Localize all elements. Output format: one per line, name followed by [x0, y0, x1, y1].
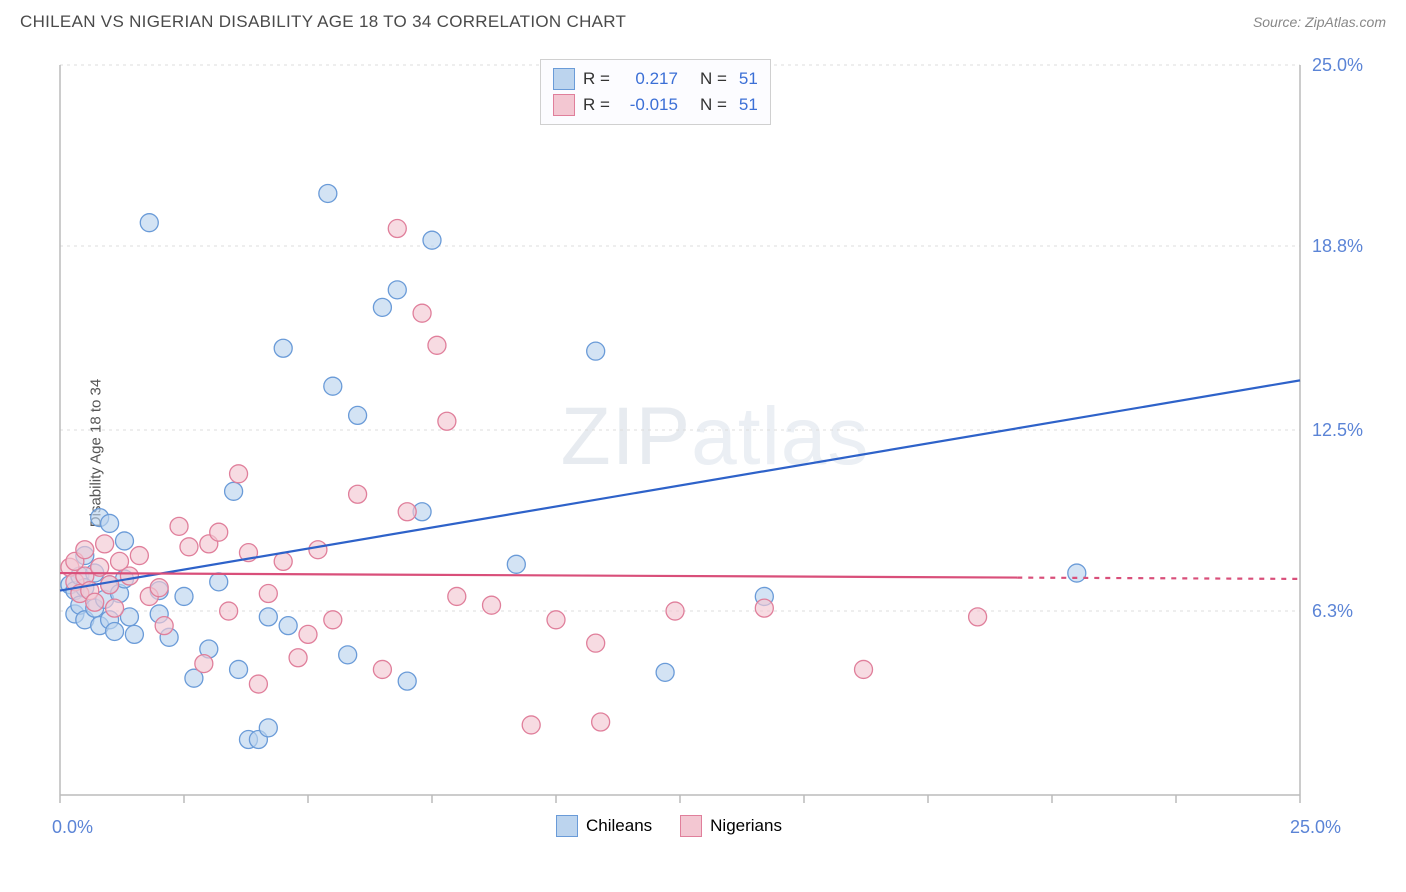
r-value: 0.217: [618, 69, 678, 89]
source-attribution: Source: ZipAtlas.com: [1253, 14, 1386, 30]
stats-legend-row: R = 0.217 N = 51: [553, 66, 758, 92]
legend-item: Chileans: [556, 815, 652, 837]
legend-swatch: [680, 815, 702, 837]
scatter-plot: 6.3% 12.5% 18.8% 25.0%: [50, 55, 1380, 850]
svg-text:12.5%: 12.5%: [1312, 420, 1363, 440]
n-label: N =: [700, 95, 727, 115]
chart-container: Disability Age 18 to 34 ZIPatlas 6.3%12.…: [50, 55, 1380, 850]
r-value: -0.015: [618, 95, 678, 115]
r-label: R =: [583, 95, 610, 115]
n-value: 51: [739, 95, 758, 115]
stats-legend: R = 0.217 N = 51 R = -0.015 N = 51: [540, 59, 771, 125]
legend-label: Nigerians: [710, 816, 782, 836]
stats-legend-row: R = -0.015 N = 51: [553, 92, 758, 118]
legend-swatch: [556, 815, 578, 837]
svg-text:25.0%: 25.0%: [1312, 55, 1363, 75]
legend-item: Nigerians: [680, 815, 782, 837]
x-axis-end-label: 25.0%: [1290, 817, 1341, 838]
chart-title: CHILEAN VS NIGERIAN DISABILITY AGE 18 TO…: [20, 12, 626, 32]
legend-swatch: [553, 94, 575, 116]
svg-text:18.8%: 18.8%: [1312, 236, 1363, 256]
legend-swatch: [553, 68, 575, 90]
r-label: R =: [583, 69, 610, 89]
x-axis-start-label: 0.0%: [52, 817, 93, 838]
n-label: N =: [700, 69, 727, 89]
series-legend: Chileans Nigerians: [556, 815, 782, 837]
n-value: 51: [739, 69, 758, 89]
svg-text:6.3%: 6.3%: [1312, 601, 1353, 621]
legend-label: Chileans: [586, 816, 652, 836]
